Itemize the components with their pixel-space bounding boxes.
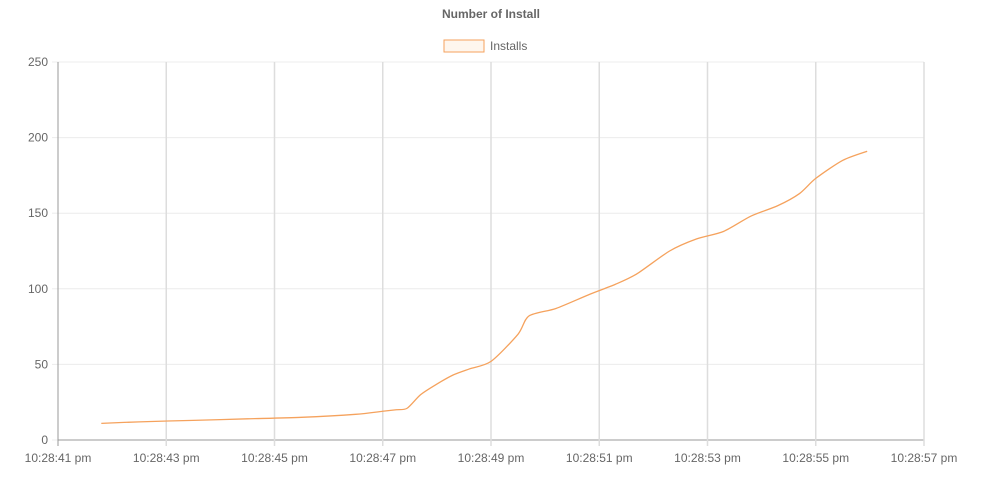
- data-point[interactable]: [488, 358, 494, 364]
- data-point[interactable]: [553, 305, 559, 311]
- x-tick-label: 10:28:53 pm: [674, 451, 741, 465]
- data-point[interactable]: [694, 236, 700, 242]
- data-point[interactable]: [515, 331, 521, 337]
- data-point[interactable]: [393, 407, 399, 413]
- data-point[interactable]: [418, 392, 424, 398]
- data-point[interactable]: [244, 416, 250, 422]
- y-tick-label: 0: [41, 433, 48, 447]
- chart-title: Number of Install: [442, 7, 540, 21]
- data-point[interactable]: [353, 411, 359, 417]
- data-point[interactable]: [748, 213, 754, 219]
- grid: [52, 61, 925, 446]
- data-point[interactable]: [813, 175, 819, 181]
- x-tick-label: 10:28:45 pm: [241, 451, 308, 465]
- y-tick-label: 250: [28, 55, 48, 69]
- data-point[interactable]: [404, 405, 410, 411]
- x-tick-label: 10:28:43 pm: [133, 451, 200, 465]
- data-point[interactable]: [450, 372, 456, 378]
- x-tick-label: 10:28:49 pm: [458, 451, 525, 465]
- y-tick-label: 100: [28, 282, 48, 296]
- data-point[interactable]: [840, 157, 846, 163]
- legend[interactable]: Installs: [443, 39, 527, 53]
- y-tick-label: 50: [35, 357, 49, 371]
- y-tick-label: 200: [28, 131, 48, 145]
- data-point[interactable]: [136, 419, 142, 425]
- series-line-installs[interactable]: [101, 150, 868, 425]
- legend-label-installs[interactable]: Installs: [490, 39, 527, 53]
- data-point[interactable]: [98, 420, 104, 426]
- data-point[interactable]: [864, 148, 870, 154]
- data-point[interactable]: [585, 292, 591, 298]
- x-tick-label: 10:28:41 pm: [25, 451, 92, 465]
- data-point[interactable]: [775, 203, 781, 209]
- data-point[interactable]: [797, 191, 803, 197]
- series-layer: [98, 148, 870, 426]
- y-tick-label: 150: [28, 206, 48, 220]
- y-axis-ticks: 0 50 100 150 200 250: [28, 55, 48, 447]
- x-tick-label: 10:28:57 pm: [891, 451, 958, 465]
- legend-swatch-installs[interactable]: [443, 39, 485, 53]
- data-point[interactable]: [612, 281, 618, 287]
- data-point[interactable]: [634, 271, 640, 277]
- data-point[interactable]: [434, 381, 440, 387]
- x-axis-ticks: 10:28:41 pm 10:28:43 pm 10:28:45 pm 10:28:4…: [25, 451, 958, 465]
- data-point[interactable]: [299, 414, 305, 420]
- data-point[interactable]: [721, 228, 727, 234]
- x-tick-label: 10:28:51 pm: [566, 451, 633, 465]
- x-tick-label: 10:28:55 pm: [782, 451, 849, 465]
- x-tick-label: 10:28:47 pm: [349, 451, 416, 465]
- data-point[interactable]: [190, 417, 196, 423]
- data-point[interactable]: [466, 366, 472, 372]
- data-point[interactable]: [526, 313, 532, 319]
- data-point[interactable]: [667, 248, 673, 254]
- data-point[interactable]: [380, 408, 386, 414]
